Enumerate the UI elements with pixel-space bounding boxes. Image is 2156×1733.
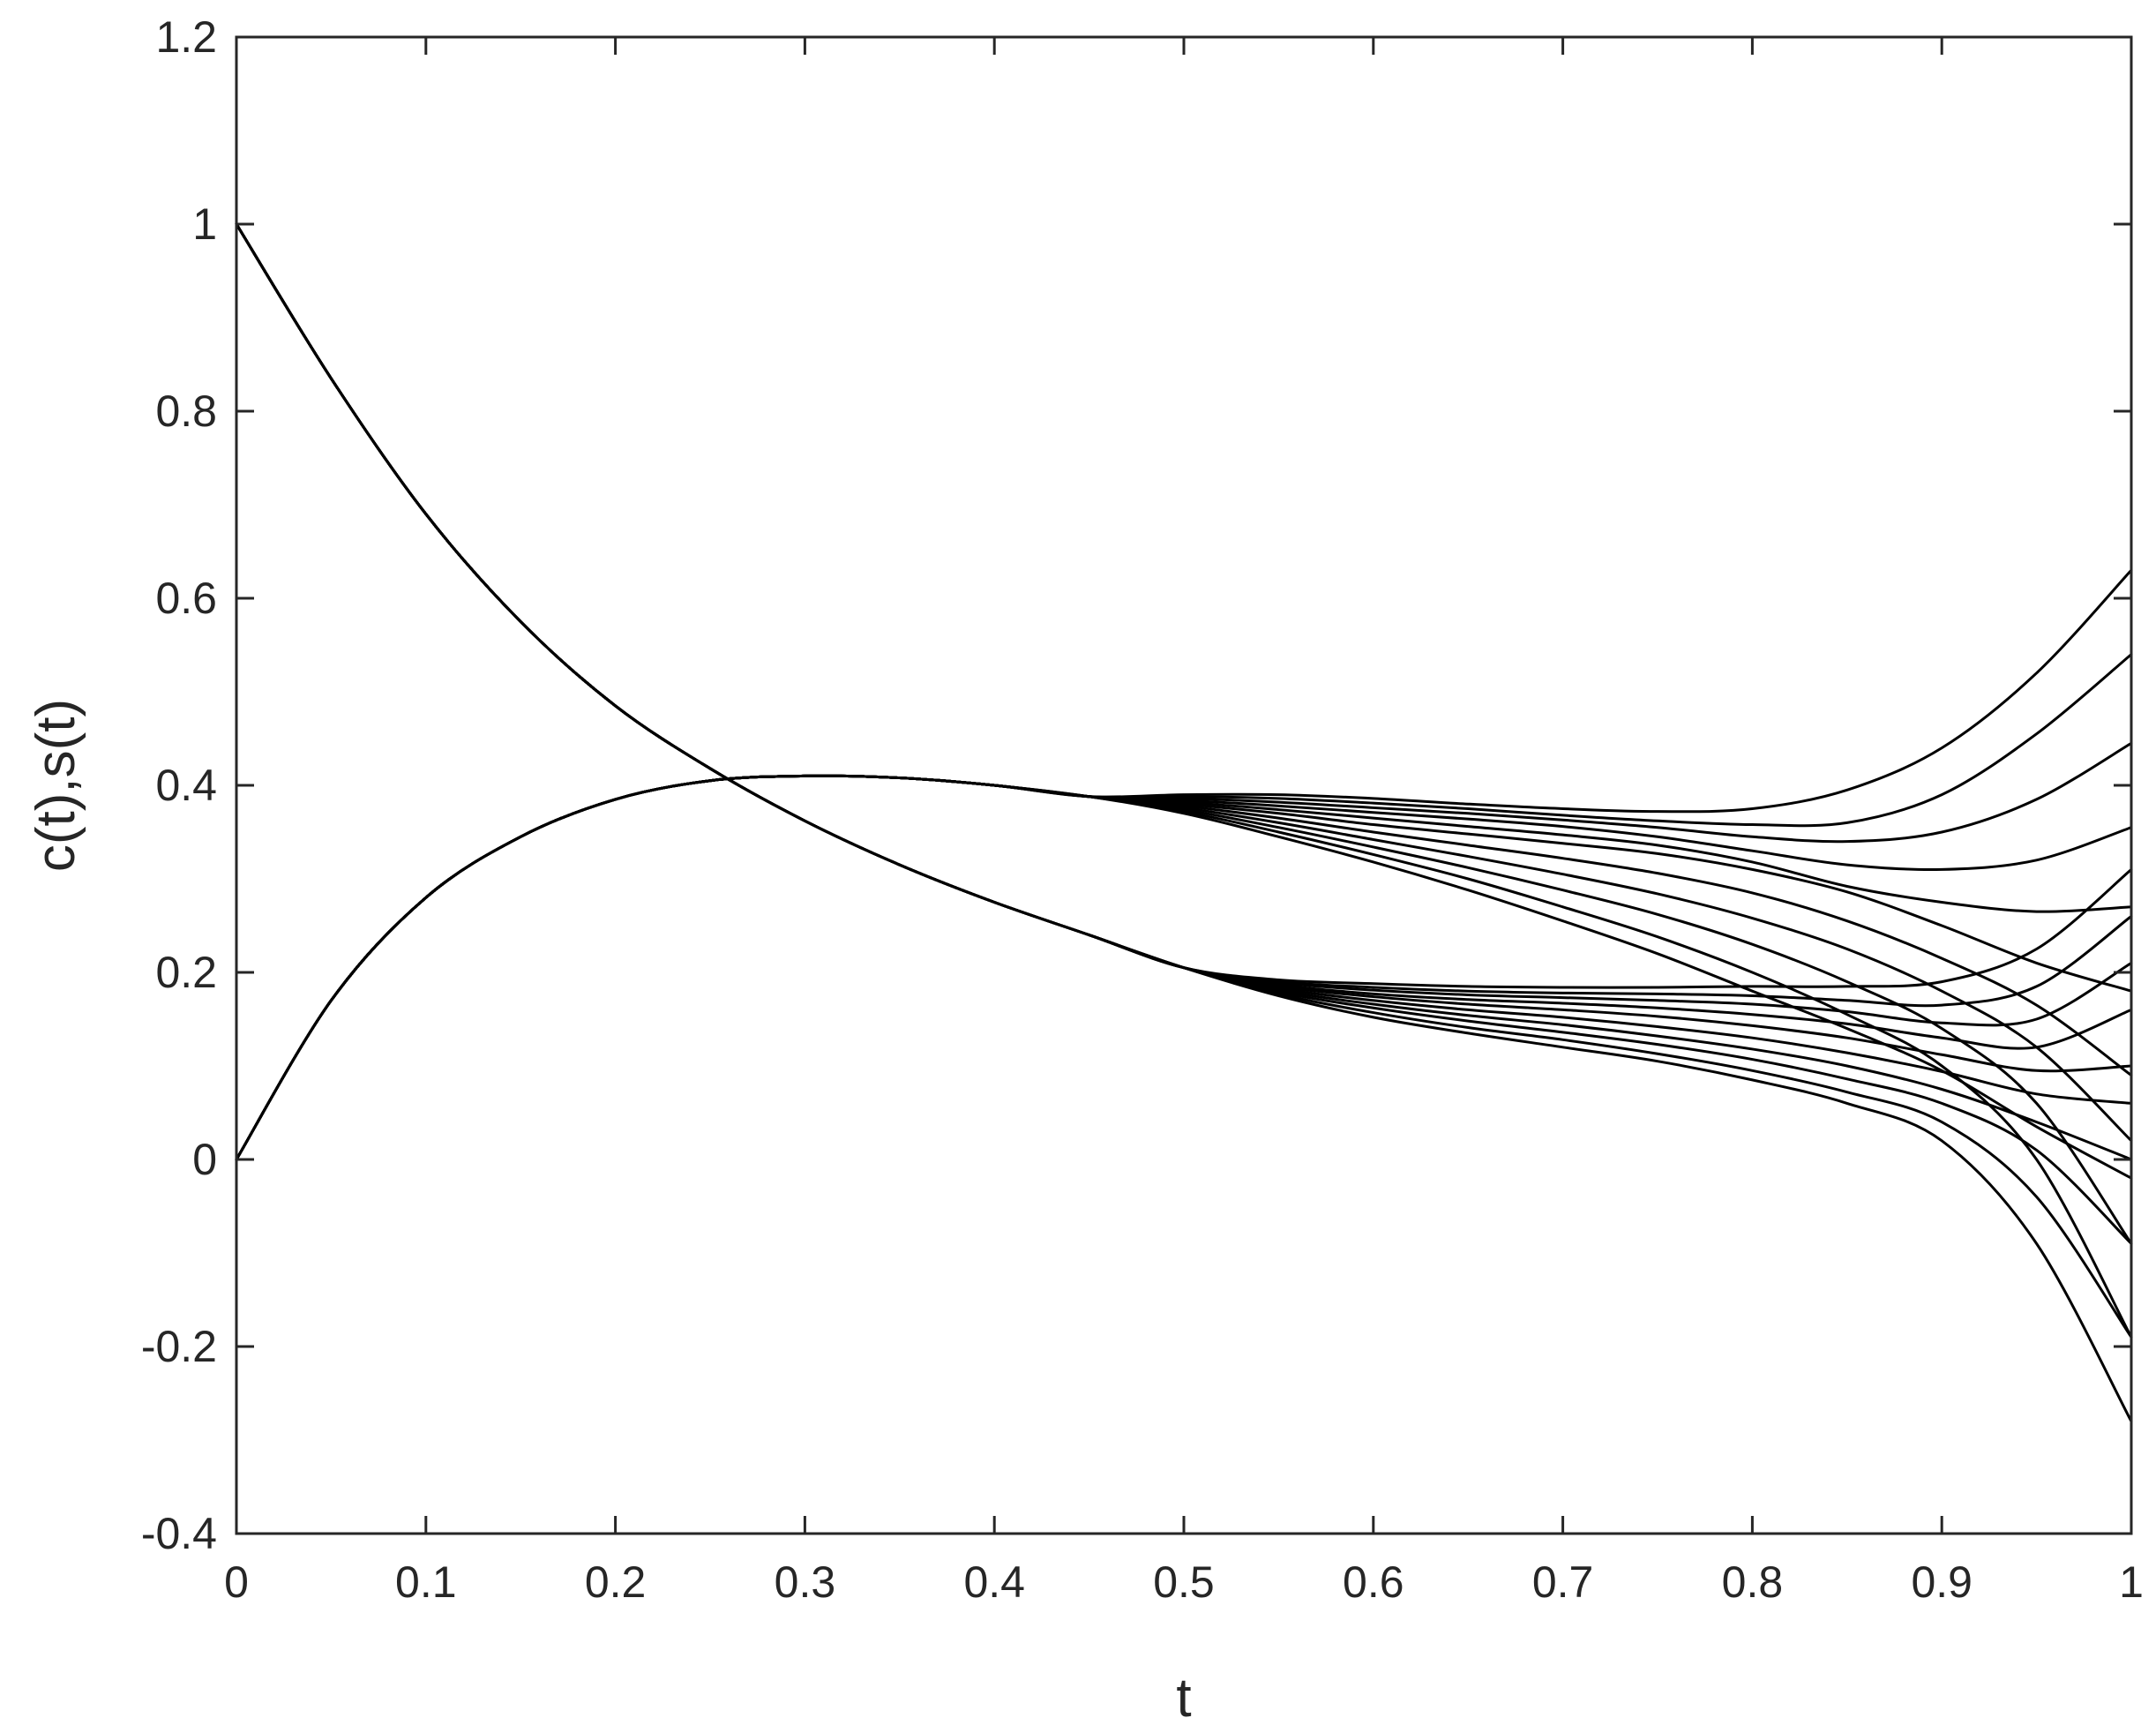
y-tick-label: 0.4 xyxy=(155,761,217,810)
x-tick-label: 0.6 xyxy=(1343,1557,1404,1607)
plot-area xyxy=(235,35,2133,1535)
plot-background xyxy=(236,37,2131,1534)
y-tick-label: 0.2 xyxy=(155,948,217,997)
y-axis-ticks: -0.4 -0.2 0 0.2 0.4 0.6 0.8 1 1.2 xyxy=(141,12,2131,1558)
y-tick-label: -0.4 xyxy=(141,1509,217,1558)
series-line-10 xyxy=(235,222,2133,989)
x-tick-label: 0.9 xyxy=(1911,1557,1973,1607)
x-axis-ticks: 0 0.1 0.2 0.3 0.4 0.5 0.6 0.7 0.8 0.9 1 xyxy=(224,37,2144,1607)
x-tick-label: 0.1 xyxy=(395,1557,457,1607)
y-tick-label: -0.2 xyxy=(141,1322,217,1371)
x-tick-label: 0.8 xyxy=(1722,1557,1784,1607)
series-line-21 xyxy=(235,568,2133,1161)
x-tick-label: 0.4 xyxy=(963,1557,1025,1607)
x-tick-label: 0.3 xyxy=(775,1557,836,1607)
y-tick-label: 0.8 xyxy=(155,386,217,436)
y-tick-label: 1.2 xyxy=(155,12,217,62)
y-tick-label: 1 xyxy=(192,199,217,249)
y-tick-label: 0.6 xyxy=(155,574,217,623)
x-tick-label: 0.5 xyxy=(1153,1557,1215,1607)
x-axis-label: t xyxy=(1176,1668,1191,1729)
y-axis-label: c(t),s(t) xyxy=(26,699,86,872)
x-tick-label: 1 xyxy=(2119,1557,2144,1607)
x-tick-label: 0.7 xyxy=(1532,1557,1594,1607)
x-tick-label: 0.2 xyxy=(585,1557,647,1607)
x-tick-label: 0 xyxy=(224,1557,249,1607)
y-tick-label: 0 xyxy=(192,1135,217,1184)
series-group xyxy=(235,222,2133,1423)
